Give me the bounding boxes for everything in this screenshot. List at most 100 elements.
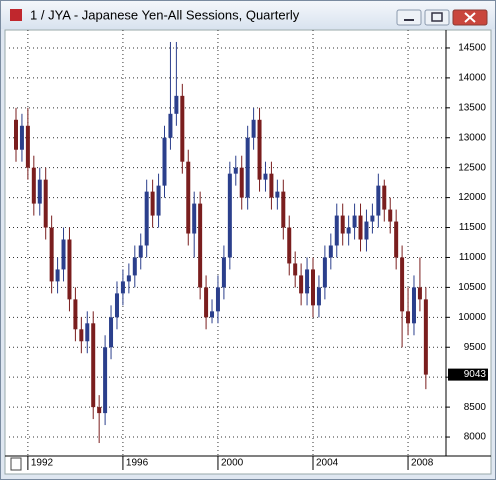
candle-body <box>91 323 96 408</box>
candle-body <box>305 269 310 294</box>
candle-body <box>168 113 173 138</box>
y-tick-label: 13000 <box>458 132 486 143</box>
candle-body <box>245 137 250 198</box>
candle-body <box>293 263 298 276</box>
candle-body <box>31 167 36 204</box>
candle-body <box>49 227 54 282</box>
y-tick-label: 11000 <box>459 252 487 263</box>
y-tick-label: 12000 <box>458 192 486 203</box>
y-tick-label: 13500 <box>458 102 486 113</box>
last-price-box <box>448 368 488 381</box>
minimize-button[interactable] <box>396 9 422 26</box>
candle-body <box>263 173 268 180</box>
x-tick-label: 2008 <box>411 458 434 469</box>
candle-body <box>299 275 304 294</box>
candle-body <box>400 257 405 312</box>
candle-body <box>316 287 321 306</box>
candle-body <box>340 215 345 234</box>
candle-body <box>287 227 292 264</box>
candle-body <box>328 245 333 258</box>
candle-body <box>37 179 42 204</box>
candle-body <box>311 269 315 306</box>
candle-body <box>370 215 375 222</box>
candle-body <box>79 329 84 342</box>
chart-panel <box>4 29 492 475</box>
candle-body <box>61 239 66 270</box>
x-tick-label: 2000 <box>221 458 244 469</box>
candle-body <box>204 287 209 318</box>
candle-body <box>174 95 179 114</box>
y-tick-label: 11500 <box>459 222 487 233</box>
candle-body <box>210 311 215 318</box>
maximize-glyph <box>431 12 443 22</box>
candle-body <box>103 347 108 414</box>
candle-body <box>114 293 119 318</box>
candle-body <box>411 287 416 324</box>
candle-body <box>186 161 191 234</box>
y-tick-label: 9500 <box>464 342 487 353</box>
candle-body <box>417 287 422 300</box>
candle-body <box>215 287 220 312</box>
candle-body <box>394 221 399 258</box>
x-tick-label: 1996 <box>126 458 149 469</box>
candle-body <box>364 221 369 240</box>
candle-body <box>162 137 167 186</box>
plot-area: 8000850090009500100001050011000115001200… <box>9 30 488 470</box>
y-tick-label: 10000 <box>458 312 486 323</box>
candle-body <box>192 203 197 234</box>
candle-body <box>227 173 232 258</box>
maximize-button[interactable] <box>424 9 450 26</box>
scroll-handle[interactable] <box>10 457 22 471</box>
candle-body <box>55 269 60 282</box>
y-tick-label: 8000 <box>464 432 487 443</box>
last-price-label: 9043 <box>464 369 487 380</box>
candle-body <box>67 239 72 300</box>
candle-body <box>388 209 393 222</box>
x-tick-label: 1992 <box>31 458 54 469</box>
candle-body <box>275 191 280 198</box>
candle-body <box>144 191 149 246</box>
candle-body <box>156 185 161 216</box>
candle-body <box>85 323 90 342</box>
candle-body <box>150 191 155 216</box>
candle-body <box>269 173 274 198</box>
x-tick-label: 2004 <box>316 458 339 469</box>
app-icon <box>10 9 22 21</box>
candle-body <box>281 191 286 228</box>
window-buttons[interactable] <box>396 9 488 26</box>
candle-body <box>257 119 262 180</box>
y-tick-label: 14000 <box>458 73 486 84</box>
window-title: 1 / JYA - Japanese Yen-All Sessions, Qua… <box>30 7 300 22</box>
candle-body <box>14 119 18 150</box>
candle-body <box>358 215 363 240</box>
candle-body <box>346 227 351 234</box>
candle-body <box>406 311 411 324</box>
y-tick-label: 10500 <box>458 282 486 293</box>
candle-body <box>138 245 143 258</box>
y-tick-label: 8500 <box>464 402 487 413</box>
candle-body <box>43 179 48 228</box>
candle-body <box>322 257 327 288</box>
y-tick-label: 12500 <box>458 162 486 173</box>
candle-body <box>109 317 114 348</box>
candle-body <box>97 407 102 414</box>
candle-body <box>221 257 226 288</box>
candle-body <box>233 167 238 174</box>
candle-body <box>132 257 137 276</box>
candle-body <box>73 299 78 330</box>
candle-body <box>352 215 357 228</box>
candle-body <box>334 215 339 246</box>
candle-body <box>423 299 428 375</box>
candle-body <box>198 203 203 288</box>
candle-body <box>376 185 381 216</box>
y-tick-label: 14500 <box>458 43 486 54</box>
candle-body <box>239 167 244 198</box>
minimize-glyph <box>404 19 414 21</box>
close-glyph <box>464 12 476 23</box>
candle-body <box>126 275 131 282</box>
candle-body <box>25 125 30 168</box>
candle-body <box>19 125 24 150</box>
candle-body <box>120 281 125 294</box>
candle-body <box>251 119 256 138</box>
